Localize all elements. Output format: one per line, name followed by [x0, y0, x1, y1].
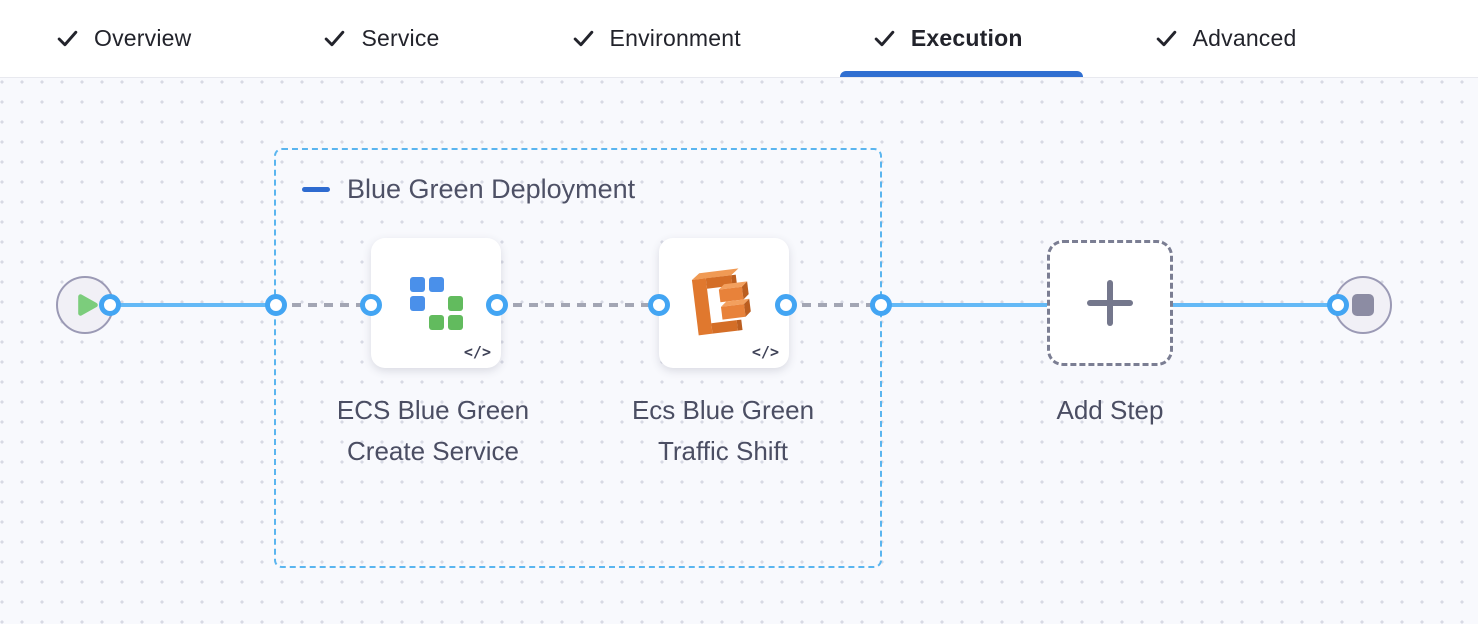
services-squares-icon [409, 276, 463, 330]
code-step-badge: </> [463, 343, 491, 361]
tab-advanced[interactable]: Advanced [1126, 0, 1325, 77]
tab-service[interactable]: Service [294, 0, 467, 77]
add-step-label: Add Step [1056, 395, 1164, 425]
setup-tab-bar: Overview Service Environment Execution A… [0, 0, 1478, 78]
step-node-ecs-blue-green-traffic-shift[interactable]: </> [659, 238, 789, 368]
connector-port-group-out[interactable] [870, 294, 892, 316]
aws-ecs-icon [691, 268, 751, 336]
tab-overview[interactable]: Overview [27, 0, 219, 77]
edge-start-to-group [110, 303, 276, 307]
connector-port-end-in[interactable] [1327, 294, 1349, 316]
plus-icon [1087, 280, 1133, 326]
connector-port-step2-out[interactable] [775, 294, 797, 316]
tab-label: Service [361, 25, 440, 51]
stop-icon [1352, 294, 1374, 316]
collapse-group-icon[interactable] [302, 187, 330, 192]
tab-label: Execution [910, 25, 1023, 51]
edge-add-step-to-end [1173, 303, 1338, 307]
group-label: Blue Green Deployment [347, 174, 636, 204]
step-group-blue-green-deployment[interactable]: Blue Green Deployment [274, 148, 882, 568]
play-icon [77, 294, 98, 316]
tab-label: Overview [94, 25, 192, 51]
tab-label: Environment [609, 25, 741, 51]
check-icon [573, 30, 593, 47]
pipeline-canvas[interactable]: Blue Green Deployment </> [0, 78, 1478, 624]
tab-label: Advanced [1192, 25, 1297, 51]
tab-execution[interactable]: Execution [839, 0, 1083, 77]
check-icon [57, 30, 78, 47]
check-icon [325, 30, 345, 47]
group-header: Blue Green Deployment [302, 174, 635, 205]
add-step-button[interactable] [1047, 240, 1173, 366]
code-step-badge: </> [751, 343, 779, 361]
tab-environment[interactable]: Environment [543, 0, 769, 77]
edge-step1-to-step2 [497, 303, 659, 307]
step-label-create-service: ECS Blue Green Create Service [336, 395, 530, 466]
edge-step2-to-group-exit [786, 303, 881, 307]
edge-group-to-step1 [276, 303, 371, 307]
connector-port-step1-in[interactable] [360, 294, 382, 316]
edge-group-to-add-step [881, 303, 1047, 307]
step-node-ecs-blue-green-create-service[interactable]: </> [371, 238, 501, 368]
connector-port-step2-in[interactable] [648, 294, 670, 316]
check-icon [874, 30, 895, 47]
connector-port-start-out[interactable] [99, 294, 121, 316]
connector-port-group-in[interactable] [265, 294, 287, 316]
check-icon [1156, 30, 1176, 47]
step-label-traffic-shift: Ecs Blue Green Traffic Shift [631, 395, 815, 466]
connector-port-step1-out[interactable] [486, 294, 508, 316]
